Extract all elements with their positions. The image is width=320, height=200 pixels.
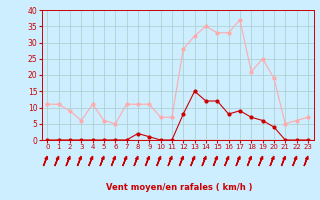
Text: Vent moyen/en rafales ( km/h ): Vent moyen/en rafales ( km/h ) [106, 183, 252, 192]
